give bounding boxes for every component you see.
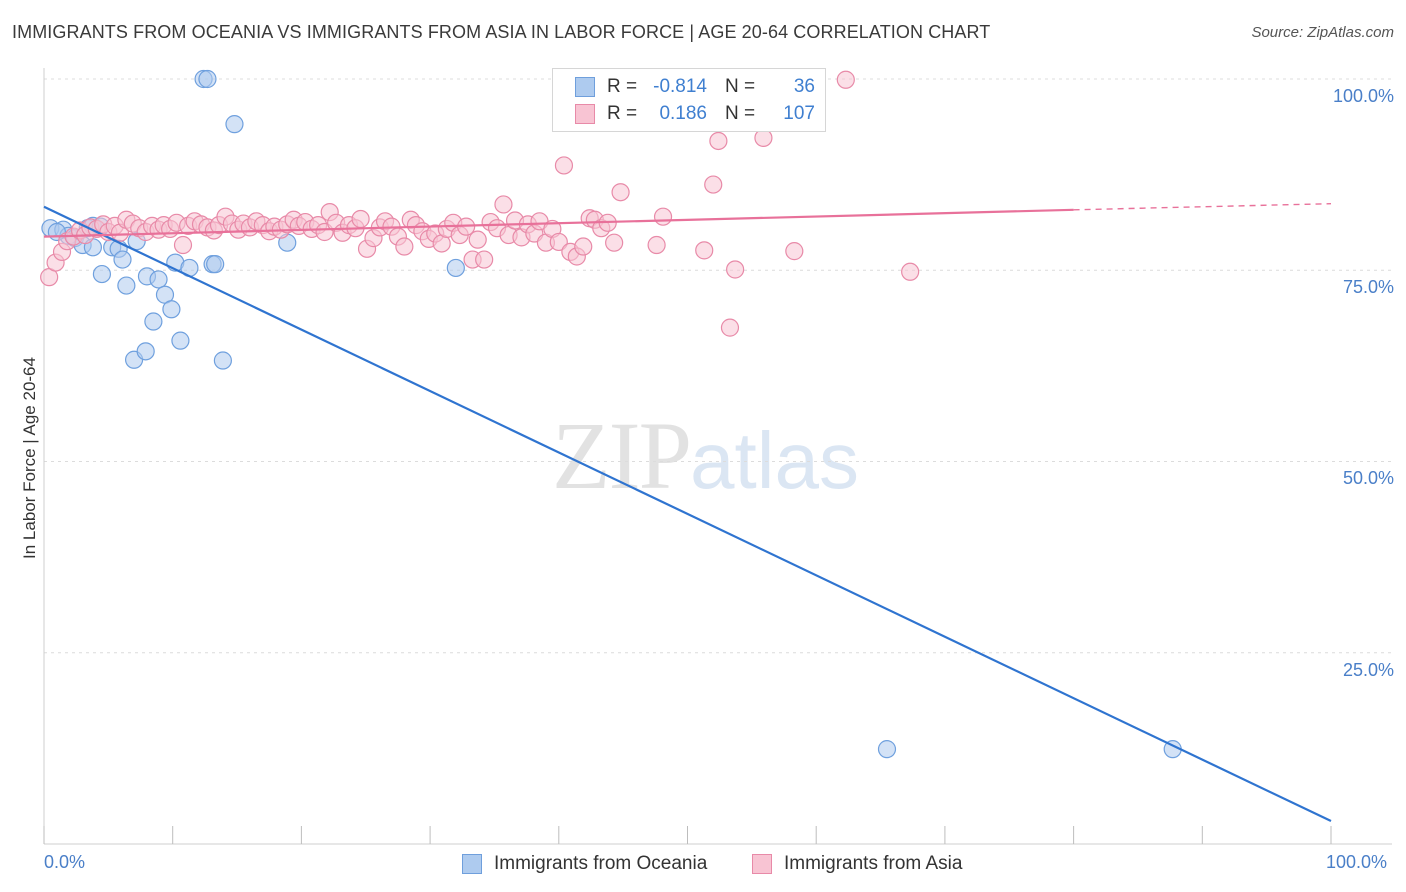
oceania-point	[206, 255, 225, 274]
asia-point	[494, 195, 513, 214]
oceania-point	[117, 276, 136, 295]
asia-point	[351, 209, 370, 229]
bottom-legend-label-oceania: Immigrants from Oceania	[494, 853, 708, 874]
legend-r-label: R =	[607, 103, 638, 124]
oceania-point	[136, 342, 155, 361]
legend-r-value: 0.186	[659, 103, 707, 124]
source-label: Source: ZipAtlas.com	[1251, 24, 1394, 41]
oceania-point	[446, 258, 465, 278]
bottom-legend-label-asia: Immigrants from Asia	[784, 853, 963, 874]
legend-swatch-oceania	[575, 77, 595, 97]
legend-row-asia: R = 0.186 N = 107	[575, 102, 815, 126]
oceania-point	[149, 270, 168, 289]
y-tick-label: 50.0%	[1342, 468, 1394, 488]
oceania-point	[162, 300, 181, 319]
oceania-point	[144, 312, 163, 331]
asia-point	[653, 207, 673, 226]
watermark: ZIPatlas	[552, 400, 859, 511]
legend-r-value: -0.814	[653, 76, 707, 97]
y-axis-label: In Labor Force | Age 20-64	[20, 357, 39, 559]
asia-point	[695, 241, 714, 260]
asia-point	[475, 250, 494, 269]
y-tick-label: 25.0%	[1342, 660, 1394, 680]
asia-point	[395, 237, 414, 256]
correlation-legend: R = -0.814 N = 36 R = 0.186 N = 107	[552, 68, 826, 132]
bottom-legend-swatch-asia	[752, 854, 772, 874]
asia-point	[836, 70, 855, 89]
asia-point	[611, 183, 630, 202]
legend-r-label: R =	[607, 76, 638, 97]
oceania-point	[113, 250, 132, 269]
asia-point	[704, 175, 723, 194]
x-tick-label: 100.0%	[1326, 852, 1388, 872]
watermark-zip: ZIP	[552, 402, 692, 509]
bottom-legend-swatch-oceania	[462, 854, 482, 874]
asia-point	[549, 232, 568, 252]
asia-point	[173, 235, 193, 255]
legend-swatch-asia	[575, 104, 595, 124]
asia-point	[574, 237, 593, 256]
y-tick-label: 75.0%	[1342, 277, 1394, 297]
asia-point	[720, 318, 740, 337]
oceania-point	[92, 264, 112, 284]
bottom-legend-oceania: Immigrants from Oceania	[462, 852, 707, 876]
asia-point	[785, 242, 804, 261]
asia-trend-line	[43, 208, 1074, 238]
legend-n-value: 107	[783, 103, 815, 124]
asia-point	[901, 262, 920, 281]
asia-point	[554, 156, 574, 175]
bottom-legend-asia: Immigrants from Asia	[752, 852, 962, 876]
oceania-point	[213, 351, 232, 370]
legend-n-value: 36	[793, 76, 815, 97]
asia-trend-extension	[1073, 202, 1332, 211]
watermark-atlas: atlas	[690, 416, 859, 505]
asia-point	[726, 260, 745, 279]
legend-n-label: N =	[725, 103, 756, 124]
oceania-point	[171, 331, 190, 350]
oceania-point	[877, 740, 897, 759]
chart-title: IMMIGRANTS FROM OCEANIA VS IMMIGRANTS FR…	[12, 22, 991, 42]
asia-point	[468, 230, 487, 249]
y-tick-label: 100.0%	[1332, 86, 1394, 106]
asia-point	[647, 235, 666, 255]
legend-row-oceania: R = -0.814 N = 36	[575, 75, 815, 99]
legend-n-label: N =	[725, 76, 756, 97]
oceania-trend-line	[43, 205, 1332, 823]
asia-point	[709, 131, 728, 151]
asia-point	[605, 233, 624, 252]
x-tick-label: 0.0%	[44, 852, 86, 872]
oceania-point	[198, 69, 217, 89]
oceania-point	[225, 115, 244, 134]
